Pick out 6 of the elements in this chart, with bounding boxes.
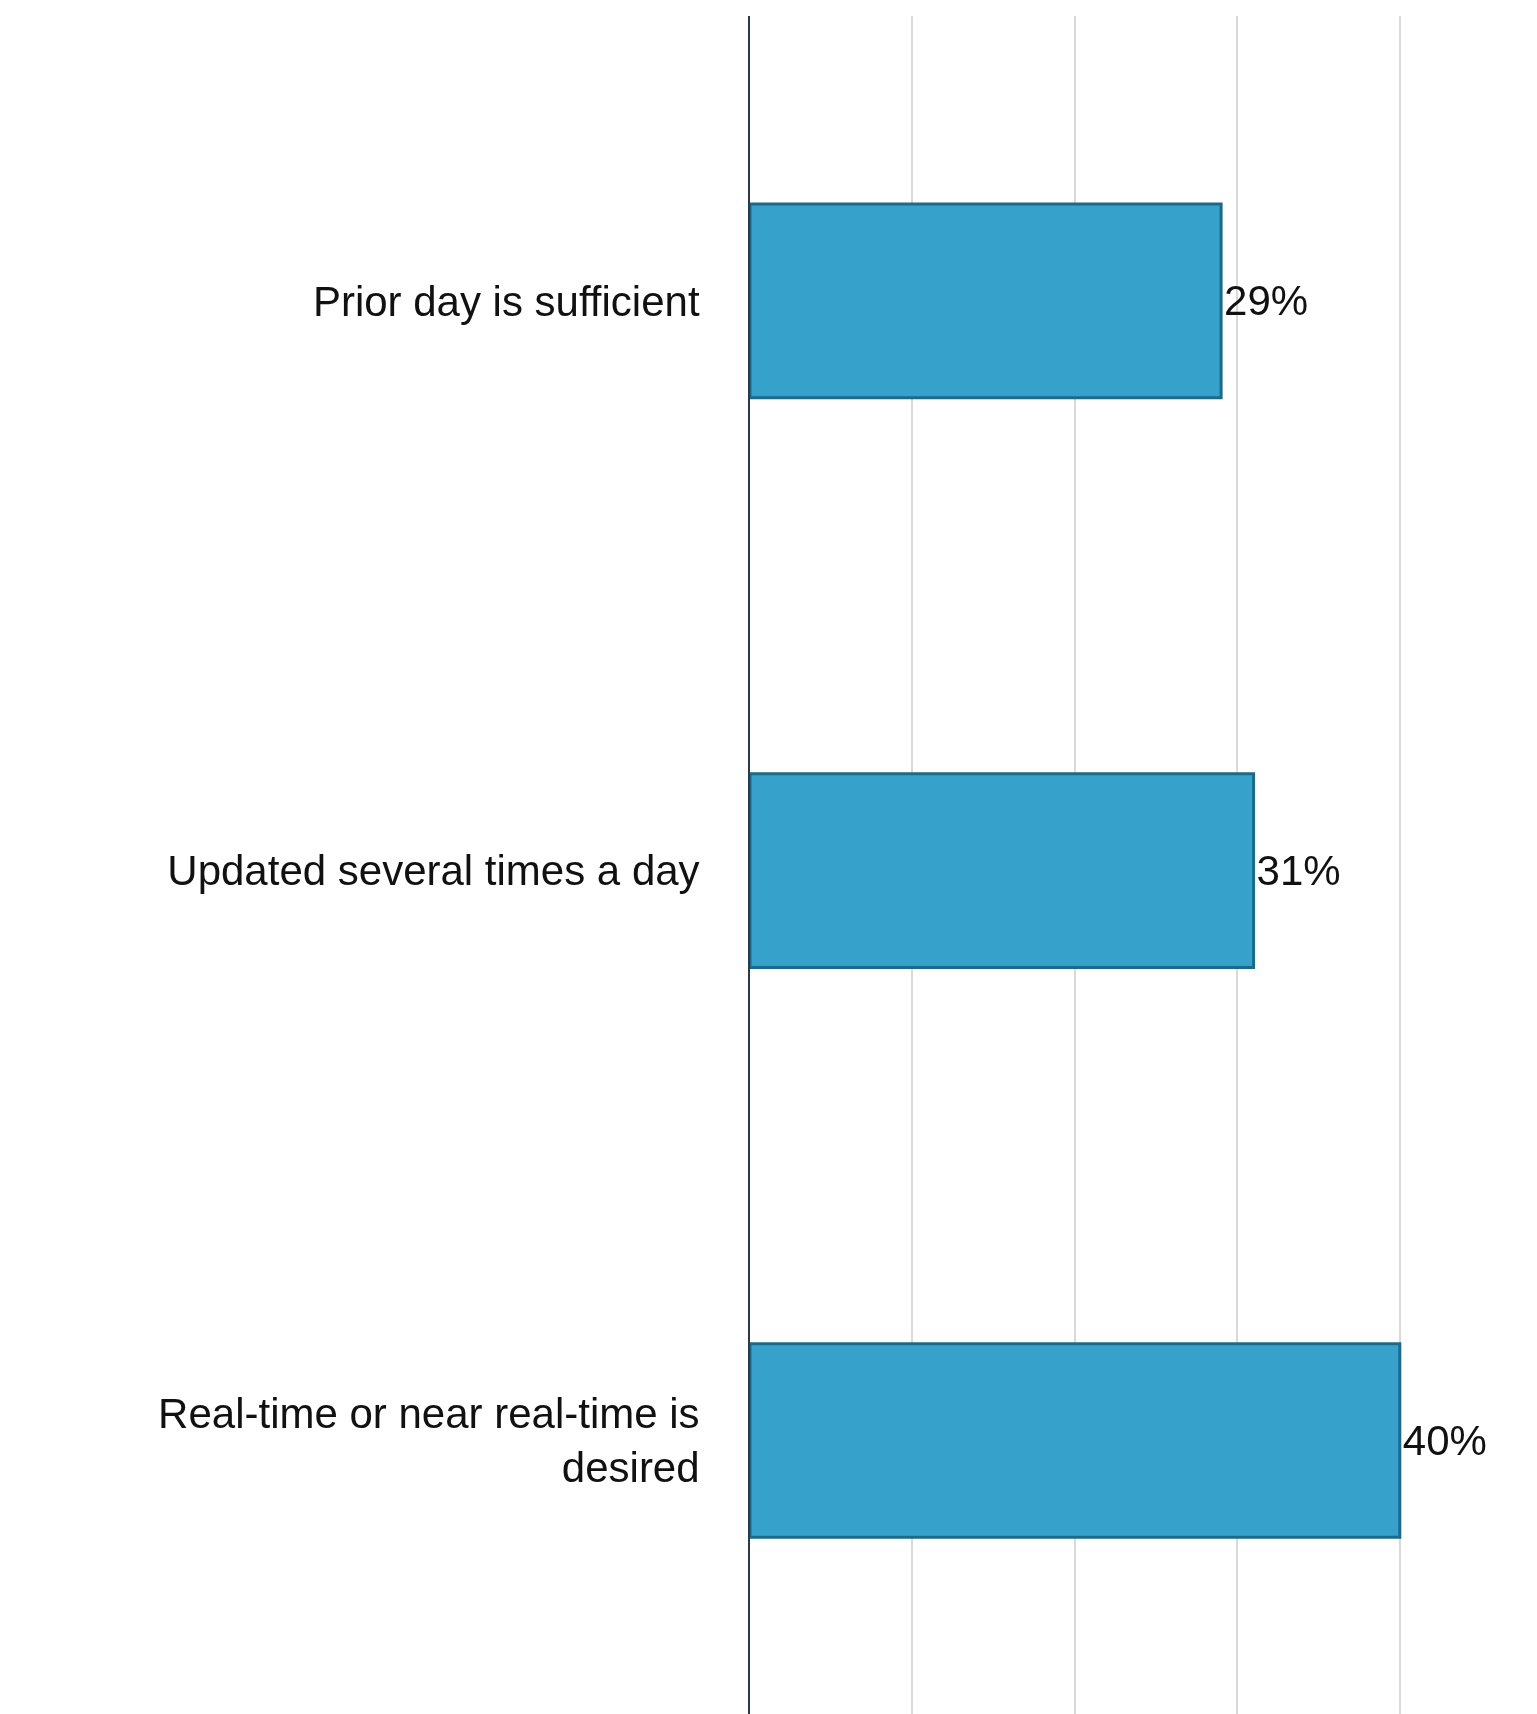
data-label: 31%: [1256, 847, 1341, 895]
data-label: 40%: [1402, 1416, 1487, 1464]
y-tick-label: Real-time or near real-time is desired: [158, 1389, 700, 1492]
data-label: 29%: [1224, 277, 1309, 325]
y-tick-label: Updated several times a day: [167, 847, 700, 895]
y-tick-label: Prior day is sufficient: [312, 277, 700, 325]
